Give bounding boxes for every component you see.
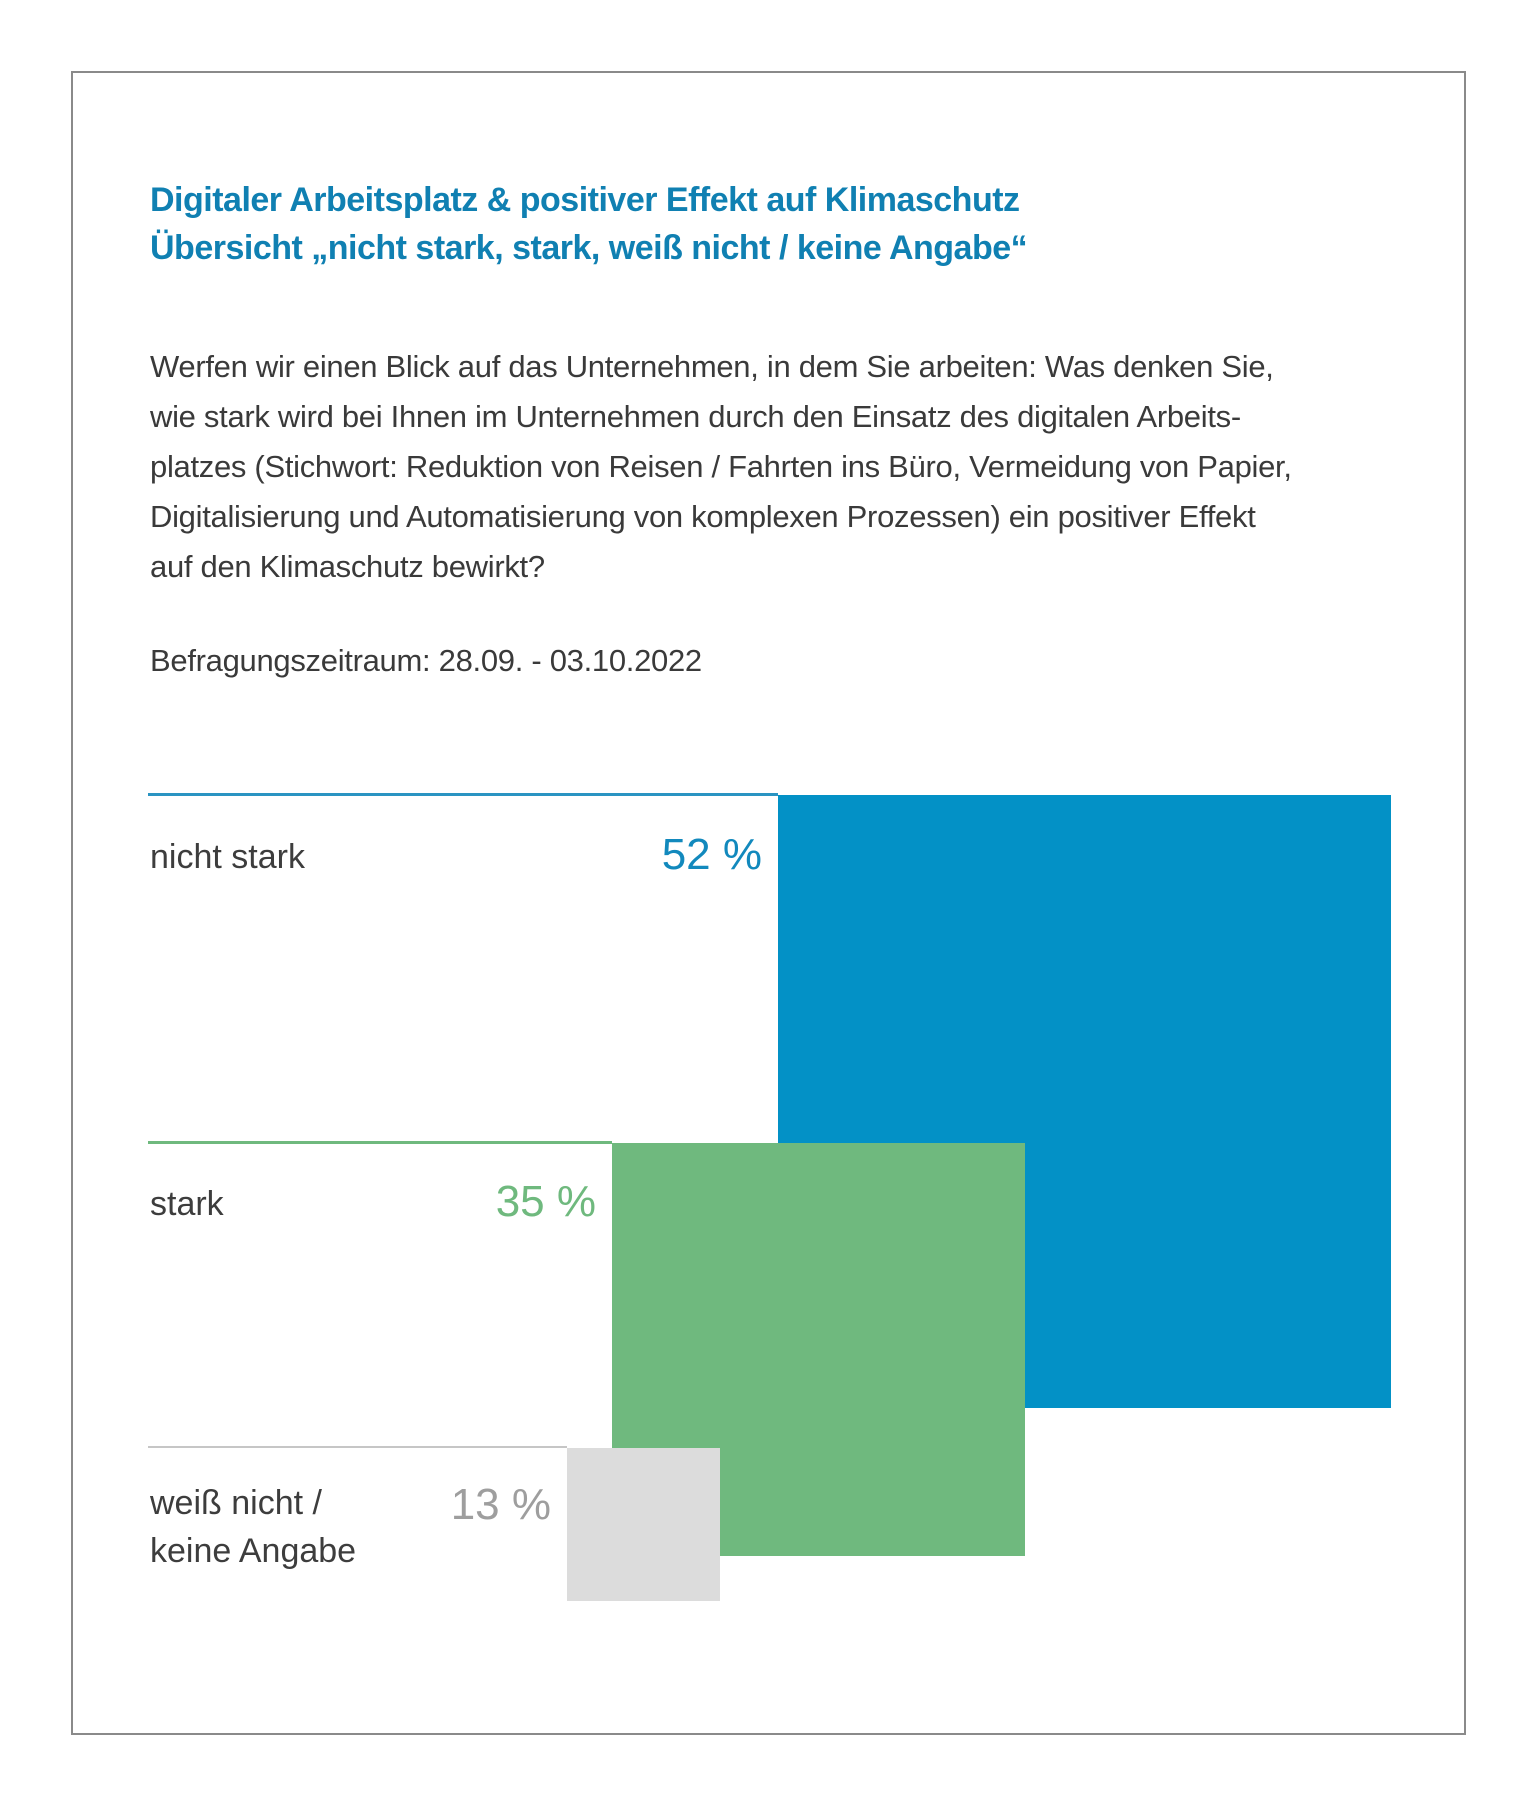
value-label-stark: 35 % [495,1177,596,1226]
value-label-weiss-nicht: 13 % [450,1480,551,1529]
question-line: wie stark wird bei Ihnen im Unternehmen … [150,399,1241,434]
category-label-stark: stark [150,1180,224,1228]
survey-period: Befragungszeitraum: 28.09. - 03.10.2022 [150,643,702,678]
category-label-line: nicht stark [150,838,305,876]
question-line: platzes (Stichwort: Reduktion von Reisen… [150,449,1292,484]
baseline-stark [148,1141,612,1144]
category-label-line: keine Angabe [150,1532,357,1570]
question-line: Werfen wir einen Blick auf das Unternehm… [150,349,1274,384]
title-line-1: Digitaler Arbeitsplatz & positiver Effek… [150,181,1020,219]
question-text: Werfen wir einen Blick auf das Unternehm… [150,342,1292,592]
question-line: auf den Klimaschutz bewirkt? [150,549,545,584]
question-line: Digitalisierung und Automatisierung von … [150,499,1256,534]
category-label-line: stark [150,1185,224,1223]
page-title: Digitaler Arbeitsplatz & positiver Effek… [150,176,1028,272]
category-label-weiss-nicht: weiß nicht / keine Angabe [150,1479,356,1575]
title-line-2: Übersicht „nicht stark, stark, weiß nich… [150,229,1028,267]
baseline-weiss-nicht [148,1446,567,1448]
category-label-line: weiß nicht / [150,1484,322,1522]
category-label-nicht-stark: nicht stark [150,833,305,881]
value-label-nicht-stark: 52 % [661,830,762,879]
baseline-nicht-stark [148,793,778,796]
square-weiss-nicht [567,1448,720,1601]
